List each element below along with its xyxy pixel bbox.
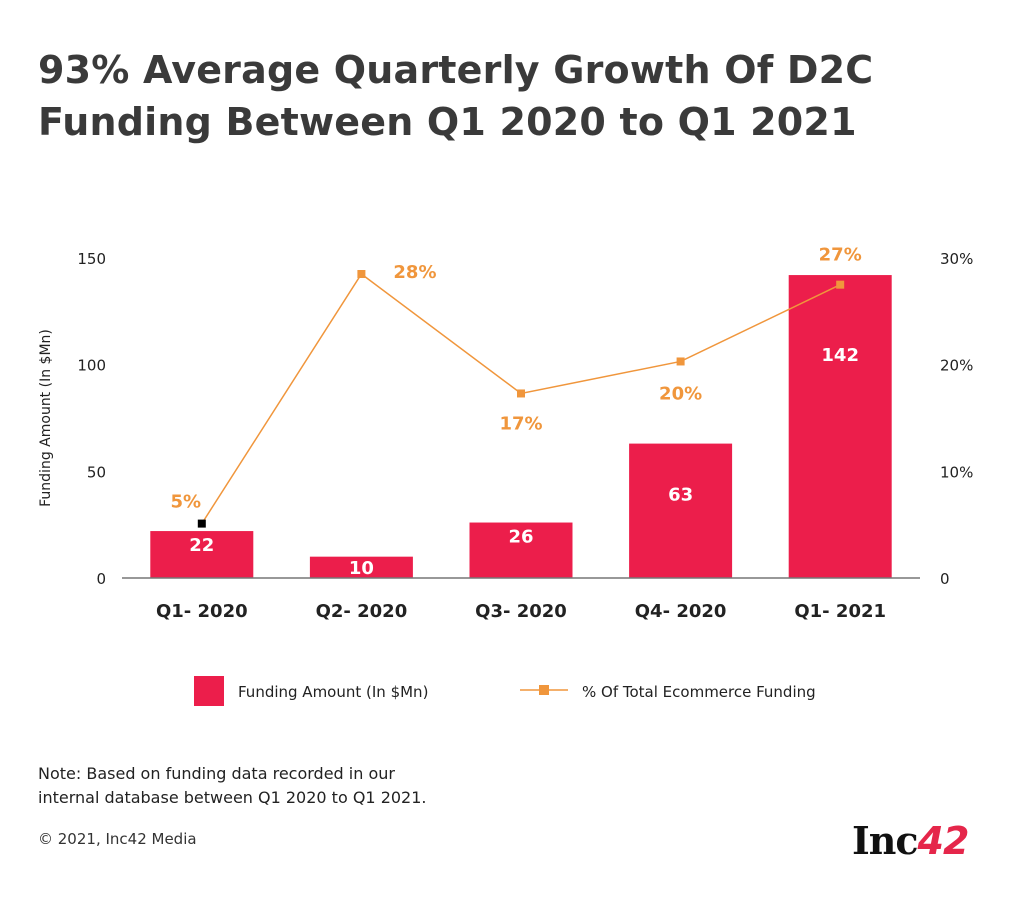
title-line-1: 93% Average Quarterly Growth Of D2C	[38, 48, 874, 92]
x-tick-label: Q4- 2020	[635, 601, 727, 622]
bar	[788, 275, 892, 578]
note-line-2: internal database between Q1 2020 to Q1 …	[38, 788, 427, 807]
y2-tick-label: 0	[940, 570, 950, 588]
legend-bar-swatch	[194, 676, 224, 706]
bar	[150, 531, 254, 578]
line-marker	[357, 270, 366, 278]
bar-value-label: 142	[821, 345, 859, 366]
title-line-2: Funding Between Q1 2020 to Q1 2021	[38, 100, 857, 144]
note-line-1: Note: Based on funding data recorded in …	[38, 764, 395, 783]
y-tick-label: 50	[87, 463, 106, 481]
y-tick-label: 150	[77, 250, 106, 268]
line-value-label: 28%	[393, 262, 436, 283]
x-tick-label: Q3- 2020	[475, 601, 567, 622]
chart-title: 93% Average Quarterly Growth Of D2C Fund…	[38, 44, 873, 148]
note: Note: Based on funding data recorded in …	[38, 762, 427, 810]
x-tick-label: Q1- 2020	[156, 601, 248, 622]
legend-line-marker	[539, 685, 549, 695]
bar-value-label: 26	[508, 527, 533, 548]
y-axis-label: Funding Amount (In $Mn)	[38, 329, 54, 507]
line-marker	[197, 519, 206, 528]
bar	[469, 522, 573, 578]
line-marker	[517, 389, 525, 398]
y2-tick-label: 20%	[940, 357, 973, 375]
bar	[309, 556, 413, 578]
copyright: © 2021, Inc42 Media	[38, 830, 197, 848]
line-value-label: 20%	[659, 383, 702, 404]
line-marker	[836, 280, 845, 289]
legend-bar-label: Funding Amount (In $Mn)	[238, 683, 428, 701]
line-series	[201, 272, 841, 525]
bar-value-label: 63	[668, 485, 693, 506]
y-tick-label: 0	[96, 570, 106, 588]
bar	[629, 443, 733, 578]
line-value-label: 5%	[171, 492, 202, 513]
y-tick-label: 100	[77, 357, 106, 375]
legend-line-label: % Of Total Ecommerce Funding	[582, 683, 816, 701]
y2-tick-label: 10%	[940, 463, 973, 481]
bar-value-label: 10	[349, 558, 374, 579]
x-tick-label: Q2- 2020	[316, 601, 408, 622]
line-marker	[676, 357, 685, 366]
y2-tick-label: 30%	[940, 250, 973, 268]
bar-value-label: 22	[189, 535, 214, 556]
line-value-label: 17%	[499, 413, 542, 434]
line-value-label: 27%	[819, 245, 862, 266]
x-tick-label: Q1- 2021	[794, 601, 886, 622]
inc42-logo: Inc42	[852, 818, 969, 863]
